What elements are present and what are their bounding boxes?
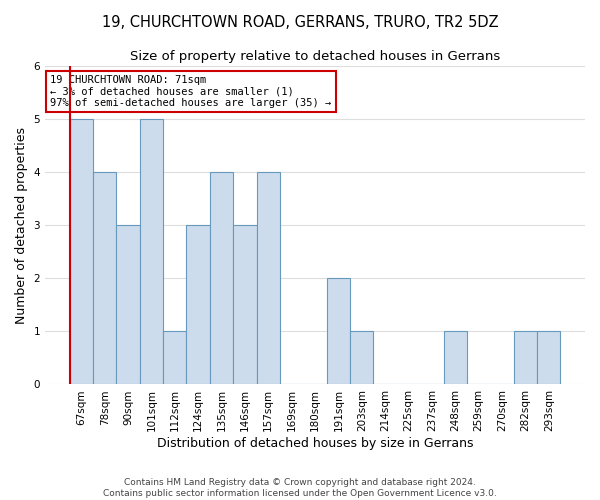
Bar — [140, 118, 163, 384]
Bar — [116, 225, 140, 384]
Bar — [537, 332, 560, 384]
Bar — [70, 118, 93, 384]
Bar — [210, 172, 233, 384]
X-axis label: Distribution of detached houses by size in Gerrans: Distribution of detached houses by size … — [157, 437, 473, 450]
Bar — [443, 332, 467, 384]
Bar — [187, 225, 210, 384]
Bar — [233, 225, 257, 384]
Bar — [350, 332, 373, 384]
Title: Size of property relative to detached houses in Gerrans: Size of property relative to detached ho… — [130, 50, 500, 63]
Y-axis label: Number of detached properties: Number of detached properties — [15, 126, 28, 324]
Bar — [327, 278, 350, 384]
Text: 19, CHURCHTOWN ROAD, GERRANS, TRURO, TR2 5DZ: 19, CHURCHTOWN ROAD, GERRANS, TRURO, TR2… — [101, 15, 499, 30]
Bar — [163, 332, 187, 384]
Bar — [93, 172, 116, 384]
Bar — [514, 332, 537, 384]
Bar — [257, 172, 280, 384]
Text: 19 CHURCHTOWN ROAD: 71sqm
← 3% of detached houses are smaller (1)
97% of semi-de: 19 CHURCHTOWN ROAD: 71sqm ← 3% of detach… — [50, 75, 332, 108]
Text: Contains HM Land Registry data © Crown copyright and database right 2024.
Contai: Contains HM Land Registry data © Crown c… — [103, 478, 497, 498]
